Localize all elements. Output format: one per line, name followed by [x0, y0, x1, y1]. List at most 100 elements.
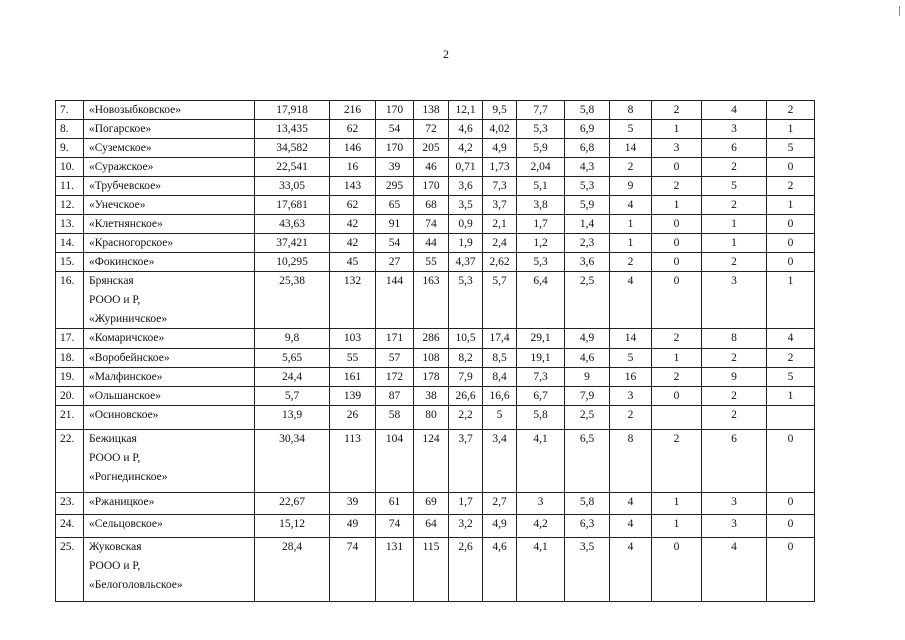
table-row: 8. «Погарское» 13,435 62 54 72 4,6 4,02 5,3 6,9 5 1…	[55, 119, 815, 139]
value-cell-5: 3,6	[448, 176, 483, 196]
organization-name-line: «Красногорское»	[89, 237, 174, 249]
organization-name-line: «Фокинское»	[89, 256, 155, 268]
row-number: 9.	[55, 138, 84, 158]
organization-name: «Ржаницкое»	[83, 492, 255, 515]
value-cell-1: 37,421	[254, 233, 330, 253]
organization-name: «Фокинское»	[83, 252, 255, 272]
value-cell-1: 9,8	[254, 328, 330, 349]
organization-name: «Осиновское»	[83, 405, 255, 430]
table-row: 21. «Осиновское» 13,9 26 58 80 2,2 5 5,8 2,5 2 2	[55, 405, 815, 430]
value-cell-1: 13,9	[254, 405, 330, 430]
value-cell-3: 170	[375, 100, 414, 120]
value-cell-1: 30,34	[254, 429, 330, 493]
value-cell-6: 7,3	[482, 176, 517, 196]
table-row: 18. «Воробейнское» 5,65 55 57 108 8,2 8,5 19,1 4,…	[55, 348, 815, 368]
value-cell-11: 3	[701, 492, 767, 515]
value-cell-5: 4,2	[448, 138, 483, 158]
organization-name-line: РООО и Р,	[89, 560, 141, 572]
value-cell-5: 7,9	[448, 367, 483, 387]
data-table: 7. «Новозыбковское» 17,918 216 170 138 12,1 9,5…	[55, 100, 815, 602]
value-cell-3: 172	[375, 367, 414, 387]
row-number: 12.	[55, 195, 84, 215]
organization-name-line: Брянская	[89, 275, 134, 287]
value-cell-1: 5,7	[254, 386, 330, 406]
value-cell-12: 0	[766, 514, 815, 538]
value-cell-10: 1	[651, 514, 702, 538]
row-number: 18.	[55, 348, 84, 368]
value-cell-9: 2	[609, 252, 652, 272]
value-cell-7: 6,7	[516, 386, 565, 406]
value-cell-2: 26	[329, 405, 376, 430]
value-cell-7: 1,2	[516, 233, 565, 253]
organization-name: «Клетнянское»	[83, 214, 255, 234]
row-number: 21.	[55, 405, 84, 430]
value-cell-7: 7,7	[516, 100, 565, 120]
value-cell-2: 103	[329, 328, 376, 349]
table-row: 12. «Унечское» 17,681 62 65 68 3,5 3,7 3,8 5,9 4 1 2…	[55, 195, 815, 215]
value-cell-2: 42	[329, 214, 376, 234]
value-cell-10: 2	[651, 100, 702, 120]
value-cell-12: 2	[766, 348, 815, 368]
value-cell-2: 132	[329, 271, 376, 329]
value-cell-6: 3,4	[482, 429, 517, 493]
value-cell-9: 14	[609, 138, 652, 158]
value-cell-10: 1	[651, 119, 702, 139]
value-cell-10: 0	[651, 537, 702, 602]
organization-name-line: РООО и Р,	[89, 452, 141, 464]
value-cell-3: 27	[375, 252, 414, 272]
organization-name: «Воробейнское»	[83, 348, 255, 368]
value-cell-11: 6	[701, 138, 767, 158]
row-number: 10.	[55, 157, 84, 177]
value-cell-6: 4,9	[482, 138, 517, 158]
value-cell-12: 4	[766, 328, 815, 349]
value-cell-3: 39	[375, 157, 414, 177]
value-cell-7: 4,1	[516, 429, 565, 493]
value-cell-4: 38	[413, 386, 449, 406]
value-cell-4: 72	[413, 119, 449, 139]
value-cell-10: 0	[651, 386, 702, 406]
value-cell-4: 74	[413, 214, 449, 234]
value-cell-11: 5	[701, 176, 767, 196]
value-cell-12: 0	[766, 214, 815, 234]
value-cell-5: 3,7	[448, 429, 483, 493]
value-cell-6: 8,5	[482, 348, 517, 368]
value-cell-11: 2	[701, 252, 767, 272]
value-cell-2: 139	[329, 386, 376, 406]
table-row: 9. «Суземское» 34,582 146 170 205 4,2 4,9 5,9 6,8…	[55, 138, 815, 158]
value-cell-6: 2,4	[482, 233, 517, 253]
value-cell-4: 286	[413, 328, 449, 349]
value-cell-2: 161	[329, 367, 376, 387]
value-cell-12: 0	[766, 492, 815, 515]
value-cell-3: 74	[375, 514, 414, 538]
value-cell-4: 55	[413, 252, 449, 272]
value-cell-2: 74	[329, 537, 376, 602]
value-cell-4: 68	[413, 195, 449, 215]
row-number: 25.	[55, 537, 84, 602]
value-cell-9: 1	[609, 214, 652, 234]
value-cell-6: 8,4	[482, 367, 517, 387]
value-cell-12: 1	[766, 195, 815, 215]
organization-name: «Комаричское»	[83, 328, 255, 349]
value-cell-5: 3,2	[448, 514, 483, 538]
value-cell-10: 0	[651, 252, 702, 272]
organization-name: «Красногорское»	[83, 233, 255, 253]
value-cell-8: 4,3	[564, 157, 610, 177]
value-cell-6: 4,02	[482, 119, 517, 139]
value-cell-3: 54	[375, 233, 414, 253]
value-cell-6: 4,9	[482, 514, 517, 538]
organization-name: Бежицкая РООО и Р, «Рогнединское»	[83, 429, 255, 493]
value-cell-12: 5	[766, 138, 815, 158]
value-cell-12: 1	[766, 119, 815, 139]
value-cell-8: 5,3	[564, 176, 610, 196]
value-cell-3: 144	[375, 271, 414, 329]
value-cell-2: 62	[329, 195, 376, 215]
value-cell-5: 0,9	[448, 214, 483, 234]
value-cell-10	[651, 405, 702, 430]
value-cell-1: 5,65	[254, 348, 330, 368]
value-cell-12: 2	[766, 176, 815, 196]
value-cell-12: 2	[766, 100, 815, 120]
table-row: 13. «Клетнянское» 43,63 42 91 74 0,9 2,1 1,7 1,4 1…	[55, 214, 815, 234]
value-cell-11: 2	[701, 405, 767, 430]
organization-name-line: «Малфинское»	[89, 371, 163, 383]
value-cell-1: 24,4	[254, 367, 330, 387]
